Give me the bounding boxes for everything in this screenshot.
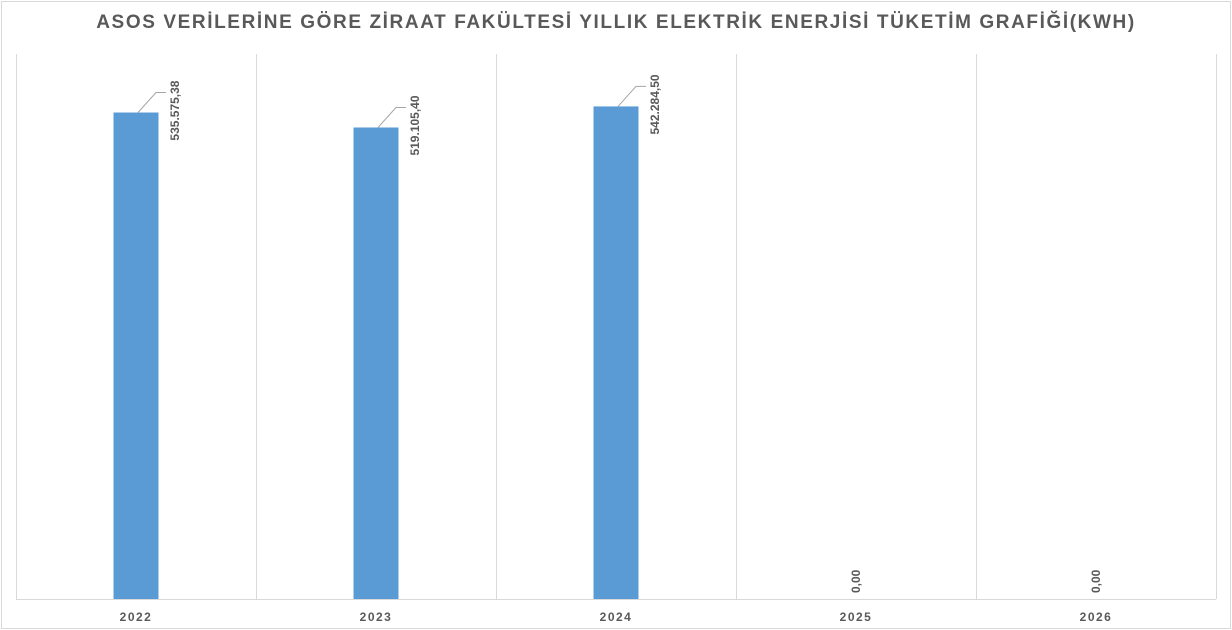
x-tick-label-2023: 2023: [360, 610, 393, 624]
x-tick-label-2026: 2026: [1080, 610, 1113, 624]
chart-title: ASOS VERİLERİNE GÖRE ZİRAAT FAKÜLTESİ YI…: [96, 12, 1136, 33]
bar-2024: [593, 106, 639, 599]
x-tick-label-2024: 2024: [600, 610, 633, 624]
x-tick-label-2022: 2022: [120, 610, 153, 624]
data-label-2022: 535.575,38: [168, 80, 182, 140]
data-label-2025: 0,00: [849, 569, 863, 593]
data-label-2023: 519.105,40: [408, 95, 422, 155]
bar-2023: [353, 127, 399, 600]
bar-2022: [113, 112, 159, 599]
leader-line-2024: [617, 85, 646, 107]
x-tick-label-2025: 2025: [840, 610, 873, 624]
data-label-2024: 542.284,50: [648, 74, 662, 134]
leader-line-2023: [377, 106, 406, 128]
leader-line-2022: [137, 92, 166, 113]
data-label-2026: 0,00: [1089, 569, 1103, 593]
